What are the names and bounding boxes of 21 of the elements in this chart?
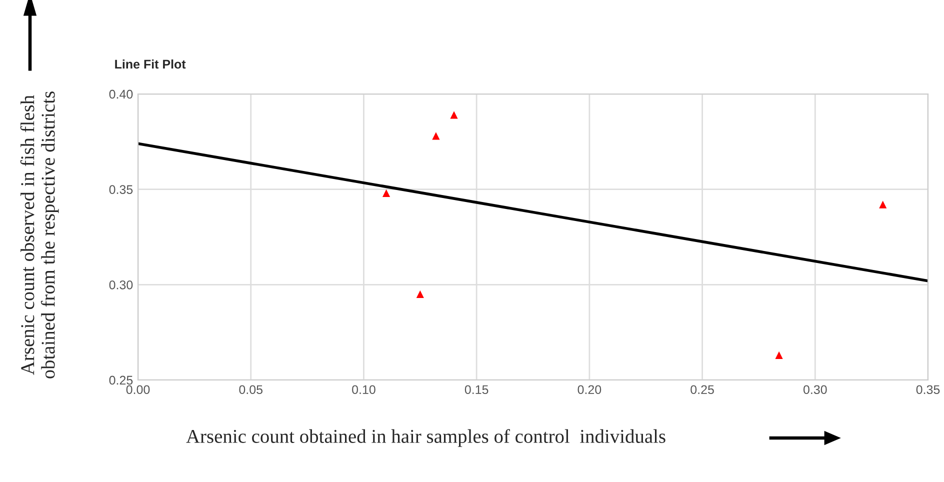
x-tick-label: 0.35	[916, 385, 940, 394]
y-tick-label: 0.40	[109, 90, 133, 99]
y-tick-label: 0.25	[109, 376, 133, 385]
x-tick-label: 0.20	[578, 385, 602, 394]
x-axis-title: Arsenic count obtained in hair samples of control individuals	[186, 429, 666, 447]
x-tick-label: 0.30	[803, 385, 827, 394]
x-tick-label: 0.00	[126, 385, 150, 394]
x-tick-label: 0.25	[690, 385, 714, 394]
x-tick-label: 0.15	[464, 385, 488, 394]
point	[775, 351, 783, 360]
y-axis-title: Arsenic count observed in fish flesh obtained from the respective districts	[20, 92, 59, 378]
y-tick-label: 0.30	[109, 280, 133, 290]
point	[432, 132, 440, 140]
point	[879, 200, 887, 208]
point	[416, 290, 424, 298]
point	[450, 111, 458, 119]
y-tick-label: 0.35	[109, 185, 133, 194]
x-tick-label: 0.05	[239, 385, 262, 394]
point	[382, 189, 390, 197]
chart-title: Line Fit Plot	[115, 59, 186, 69]
x-tick-label: 0.10	[352, 385, 376, 394]
